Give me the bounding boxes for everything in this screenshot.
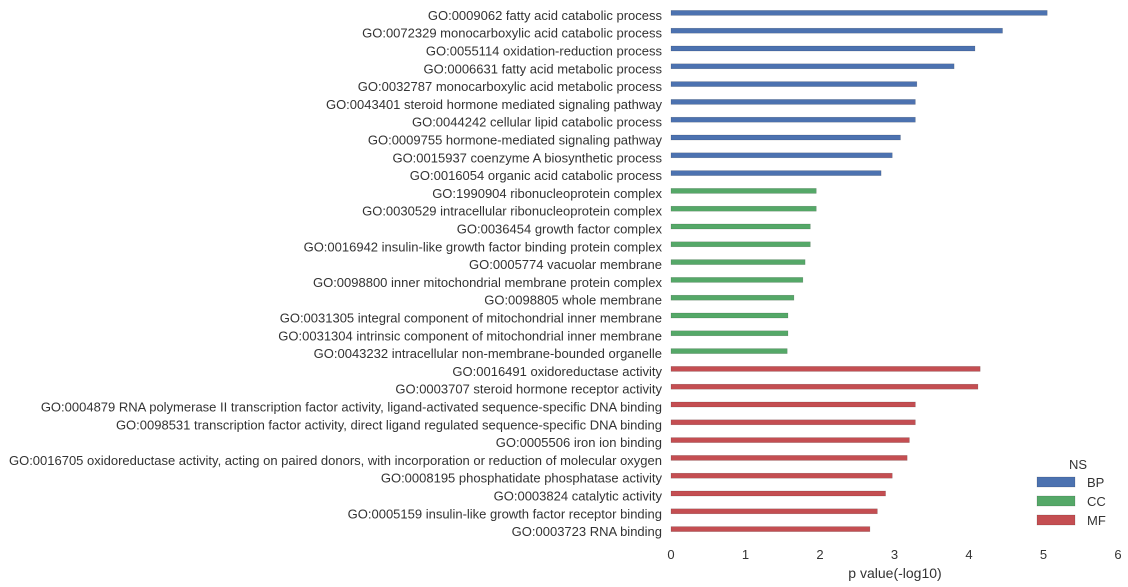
category-label: GO:0015937 coenzyme A biosynthetic proce… [392, 150, 662, 165]
category-label: GO:0005774 vacuolar membrane [469, 257, 662, 272]
legend-label-bp: BP [1087, 475, 1104, 490]
category-label: GO:0032787 monocarboxylic acid metabolic… [358, 79, 663, 94]
bar-cc [670, 330, 789, 337]
category-label: GO:0009062 fatty acid catabolic process [428, 8, 663, 23]
bar-mf [670, 437, 910, 443]
x-tick-label: 2 [816, 547, 823, 562]
bar-mf [670, 490, 886, 497]
bar-cc [670, 259, 806, 265]
category-label: GO:0003824 catalytic activity [494, 489, 663, 504]
category-label: GO:0098805 whole membrane [484, 293, 662, 308]
category-label: GO:0055114 oxidation-reduction process [426, 44, 663, 59]
bar-mf [670, 419, 916, 426]
bar-cc [670, 277, 804, 283]
x-tick-label: 0 [667, 547, 674, 562]
category-label: GO:0043401 steroid hormone mediated sign… [326, 97, 663, 112]
legend-swatch-cc [1036, 495, 1076, 507]
x-tick-label: 1 [742, 547, 749, 562]
category-label: GO:0005159 insulin-like growth factor re… [348, 506, 662, 521]
category-label: GO:0043232 intracellular non-membrane-bo… [314, 346, 662, 361]
bar-bp [670, 99, 916, 105]
bar-cc [670, 188, 817, 194]
legend-label-mf: MF [1087, 513, 1106, 528]
x-axis-label: p value(-log10) [848, 565, 941, 581]
bar-mf [670, 383, 979, 390]
bar-mf [670, 508, 878, 515]
category-label: GO:0008195 phosphatidate phosphatase act… [381, 471, 663, 486]
bar-mf [670, 526, 871, 532]
bar-bp [670, 27, 1003, 34]
category-label: GO:0031304 intrinsic component of mitoch… [278, 328, 662, 343]
bar-bp [670, 45, 976, 52]
x-tick-label: 6 [1114, 547, 1121, 562]
bar-cc [670, 348, 788, 354]
category-label: GO:0004879 RNA polymerase II transcripti… [41, 400, 662, 415]
category-label: GO:0016491 oxidoreductase activity [452, 364, 662, 379]
x-tick-label: 4 [965, 547, 972, 562]
category-label: GO:0036454 growth factor complex [457, 222, 663, 237]
category-label: GO:0031305 integral component of mitocho… [280, 311, 662, 326]
bars-layer [670, 10, 1048, 532]
bar-bp [670, 63, 955, 70]
x-tick-label: 3 [891, 547, 898, 562]
bar-cc [670, 312, 789, 319]
bar-bp [670, 116, 916, 123]
bar-cc [670, 294, 795, 301]
bar-cc [670, 205, 817, 212]
bar-bp [670, 10, 1048, 16]
x-axis-ticks: 0 1 2 3 4 5 6 [667, 547, 1121, 562]
category-label: GO:0003723 RNA binding [512, 524, 662, 539]
legend-swatch-bp [1036, 476, 1076, 488]
category-label: GO:0072329 monocarboxylic acid catabolic… [362, 26, 662, 41]
category-label: GO:0005506 iron ion binding [496, 435, 662, 450]
bar-bp [670, 152, 893, 159]
category-label: GO:0016942 insulin-like growth factor bi… [304, 239, 663, 254]
category-label: GO:0006631 fatty acid metabolic process [424, 61, 663, 76]
legend: NS BP CC MF [1036, 457, 1106, 528]
x-tick-label: 5 [1040, 547, 1047, 562]
category-label: GO:0009755 hormone-mediated signaling pa… [368, 133, 663, 148]
category-label: GO:0016705 oxidoreductase activity, acti… [9, 453, 662, 468]
bar-mf [670, 366, 981, 372]
legend-swatch-mf [1036, 514, 1076, 526]
bar-cc [670, 223, 811, 230]
category-label: GO:0003707 steroid hormone receptor acti… [395, 382, 662, 397]
legend-title: NS [1069, 457, 1087, 472]
category-labels: GO:0009062 fatty acid catabolic process G… [9, 8, 663, 539]
bar-bp [670, 170, 882, 176]
bar-bp [670, 81, 918, 87]
category-label: GO:0098800 inner mitochondrial membrane … [313, 275, 663, 290]
bar-cc [670, 241, 811, 248]
category-label: GO:1990904 ribonucleoprotein complex [432, 186, 662, 201]
bar-mf [670, 455, 908, 461]
category-label: GO:0098531 transcription factor activity… [116, 417, 662, 432]
bar-mf [670, 472, 893, 479]
category-label: GO:0030529 intracellular ribonucleoprote… [362, 204, 662, 219]
bar-bp [670, 134, 901, 141]
category-label: GO:0016054 organic acid catabolic proces… [410, 168, 663, 183]
category-label: GO:0044242 cellular lipid catabolic proc… [412, 115, 663, 130]
legend-label-cc: CC [1087, 494, 1106, 509]
bar-mf [670, 401, 916, 408]
